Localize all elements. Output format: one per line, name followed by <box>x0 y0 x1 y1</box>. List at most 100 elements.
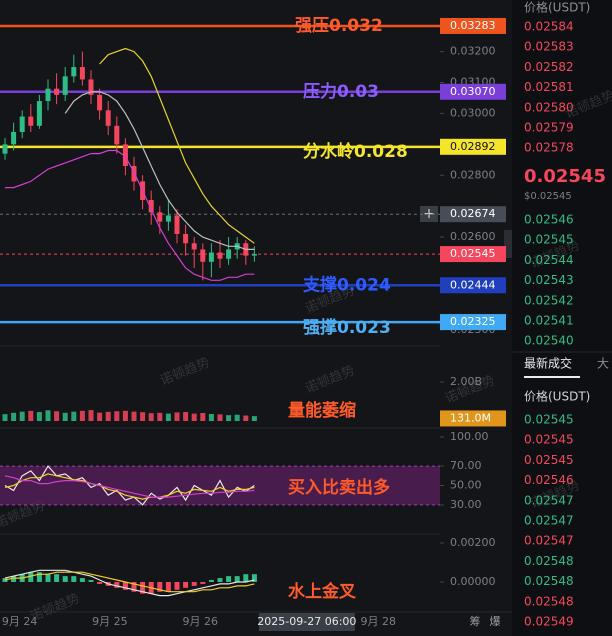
candle-body <box>148 199 154 213</box>
volume-bar <box>174 412 180 421</box>
level-tag-label: 0.03070 <box>450 85 496 98</box>
band <box>0 466 440 505</box>
candle-body <box>45 88 51 102</box>
macd-line <box>4 571 255 593</box>
candle-body <box>62 76 68 95</box>
candle-body <box>19 116 25 132</box>
ask-price: 0.02583 <box>524 40 574 54</box>
bid-price: 0.02541 <box>524 314 574 328</box>
macd-bar <box>11 576 17 582</box>
trades-header: 价格(USDT) <box>524 389 590 404</box>
price-tag-label: 0.02545 <box>450 247 496 260</box>
toolbar-button[interactable]: 爆 <box>490 614 501 628</box>
candle-body <box>79 67 85 80</box>
volume-bar <box>19 411 25 421</box>
candle-body <box>88 79 94 95</box>
add-button[interactable] <box>420 206 438 222</box>
bid-price: 0.02545 <box>524 233 574 247</box>
candle-body <box>217 252 223 259</box>
volume-bar <box>97 412 103 421</box>
volume-bar <box>62 412 68 421</box>
y-tick-label: 0.03000 <box>450 106 496 119</box>
tab[interactable]: 大 <box>597 357 609 371</box>
bid-price: 0.02543 <box>524 273 574 287</box>
candle-body <box>36 101 42 126</box>
bid-price: 0.02542 <box>524 293 574 307</box>
candle-body <box>105 110 111 126</box>
level-label: 强撑0.023 <box>303 317 391 338</box>
candle-body <box>28 116 34 126</box>
last-price: 0.02545 <box>524 166 606 187</box>
volume-bar <box>131 411 137 421</box>
level-label: 压力0.03 <box>303 81 379 102</box>
volume-bar <box>45 410 51 421</box>
last-price-usd: $0.02545 <box>524 191 572 202</box>
volume-bar <box>54 411 60 421</box>
level-tag <box>440 83 506 100</box>
trade-price: 0.02548 <box>524 594 574 608</box>
chart-bg <box>0 0 512 636</box>
macd-bar <box>251 574 257 582</box>
volume-bar <box>157 412 163 421</box>
y-tick-label: 70.00 <box>450 459 482 472</box>
trade-price: 0.02547 <box>524 514 574 528</box>
macd-bar <box>131 581 137 592</box>
macd-bar <box>71 576 77 582</box>
ask-price: 0.02580 <box>524 100 574 114</box>
ask-price: 0.02584 <box>524 20 574 34</box>
ask-price: 0.02581 <box>524 80 574 94</box>
y-tick-label: 30.00 <box>450 498 482 511</box>
y-tick-label: 2.00B <box>450 375 482 388</box>
macd-bar <box>226 576 232 582</box>
volume-bar <box>114 411 120 421</box>
volume-bar <box>208 413 214 421</box>
macd-bar <box>191 581 197 586</box>
collapse-handle[interactable] <box>504 230 512 258</box>
toolbar-button[interactable]: 筹 <box>470 614 481 628</box>
macd-bar <box>79 578 85 582</box>
volume-bar <box>88 410 94 421</box>
level-label: 支撑0.024 <box>303 274 391 295</box>
price-tag-label: 0.02674 <box>450 207 496 220</box>
volume-bar <box>122 410 128 421</box>
y-tick-label: 0.03200 <box>450 45 496 58</box>
x-tick-label: 9月 28 <box>360 615 396 628</box>
candle-body <box>54 88 60 95</box>
ask-price: 0.02578 <box>524 141 574 155</box>
macd-bar <box>140 581 146 594</box>
candle-body <box>114 125 120 145</box>
candle-body <box>165 215 171 222</box>
candle-body <box>157 212 163 222</box>
price-tag <box>440 206 506 223</box>
volume-bar <box>2 414 8 421</box>
trade-price: 0.02545 <box>524 453 574 467</box>
level-tag-label: 0.02892 <box>450 140 496 153</box>
volume-bar <box>200 413 206 421</box>
macd-bar <box>62 576 68 582</box>
volume-bar <box>243 415 249 421</box>
x-tick-label: 2025-09-27 06:00 <box>257 615 356 628</box>
volume-bar <box>148 413 154 421</box>
annotation: 量能萎缩 <box>288 400 356 421</box>
macd-bar <box>97 581 103 584</box>
level-tag-label: 0.02325 <box>450 315 496 328</box>
macd-bar <box>54 574 60 582</box>
candle-body <box>200 249 206 262</box>
candle-body <box>174 215 180 234</box>
level-tag <box>440 277 506 294</box>
volume-bar <box>79 410 85 421</box>
oscillator-line <box>4 475 255 498</box>
volume-bar <box>226 415 232 421</box>
crosshair-time-box <box>258 613 355 631</box>
tab[interactable]: 最新成交 <box>524 356 572 371</box>
macd-bar <box>122 581 128 590</box>
volume-bar <box>251 416 257 421</box>
bid-price: 0.02546 <box>524 213 574 227</box>
volume-bar <box>28 410 34 421</box>
candle-body <box>251 254 257 256</box>
level-tag-label: 0.03283 <box>450 19 496 32</box>
level-label: 强压0.032 <box>295 16 383 36</box>
bid-price: 0.02544 <box>524 253 574 267</box>
add-icon: + <box>423 206 435 222</box>
